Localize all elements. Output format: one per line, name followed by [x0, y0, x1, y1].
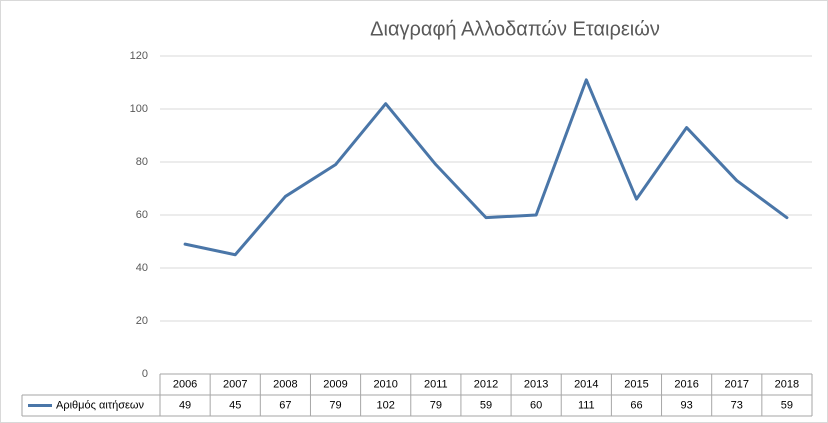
- x-tick-label: 2014: [574, 378, 598, 390]
- table-value: 93: [680, 399, 692, 411]
- y-tick-label: 40: [136, 262, 148, 274]
- series-line: [183, 78, 789, 257]
- y-tick-label: 20: [136, 315, 148, 327]
- x-tick-label: 2010: [373, 378, 397, 390]
- x-tick-label: 2011: [424, 378, 448, 390]
- x-tick-label: 2013: [524, 378, 548, 390]
- table-value: 59: [781, 399, 793, 411]
- x-tick-label: 2008: [273, 378, 297, 390]
- table-value: 73: [731, 399, 743, 411]
- table-value: 59: [480, 399, 492, 411]
- legend-label: Αριθμός αιτήσεων: [56, 399, 145, 411]
- table-value: 66: [630, 399, 642, 411]
- table-value: 79: [430, 399, 442, 411]
- x-tick-label: 2017: [725, 378, 749, 390]
- y-tick-label: 60: [136, 209, 148, 221]
- x-tick-label: 2006: [173, 378, 197, 390]
- table-value: 60: [530, 399, 542, 411]
- table-value: 79: [329, 399, 341, 411]
- x-tick-label: 2009: [323, 378, 347, 390]
- table-value: 102: [377, 399, 395, 411]
- x-tick-label: 2016: [674, 378, 698, 390]
- x-tick-label: 2012: [474, 378, 498, 390]
- chart-title: Διαγραφή Αλλοδαπών Εταιρειών: [370, 18, 660, 40]
- table-value: 111: [578, 399, 595, 411]
- x-tick-label: 2018: [775, 378, 799, 390]
- table-value: 67: [279, 399, 291, 411]
- y-tick-label: 80: [136, 156, 148, 168]
- y-tick-label: 100: [130, 103, 148, 115]
- x-tick-label: 2015: [624, 378, 648, 390]
- table-value: 45: [229, 399, 241, 411]
- table-value: 49: [179, 399, 191, 411]
- x-tick-label: 2007: [223, 378, 247, 390]
- y-tick-label: 120: [130, 50, 148, 62]
- y-tick-label: 0: [142, 368, 148, 380]
